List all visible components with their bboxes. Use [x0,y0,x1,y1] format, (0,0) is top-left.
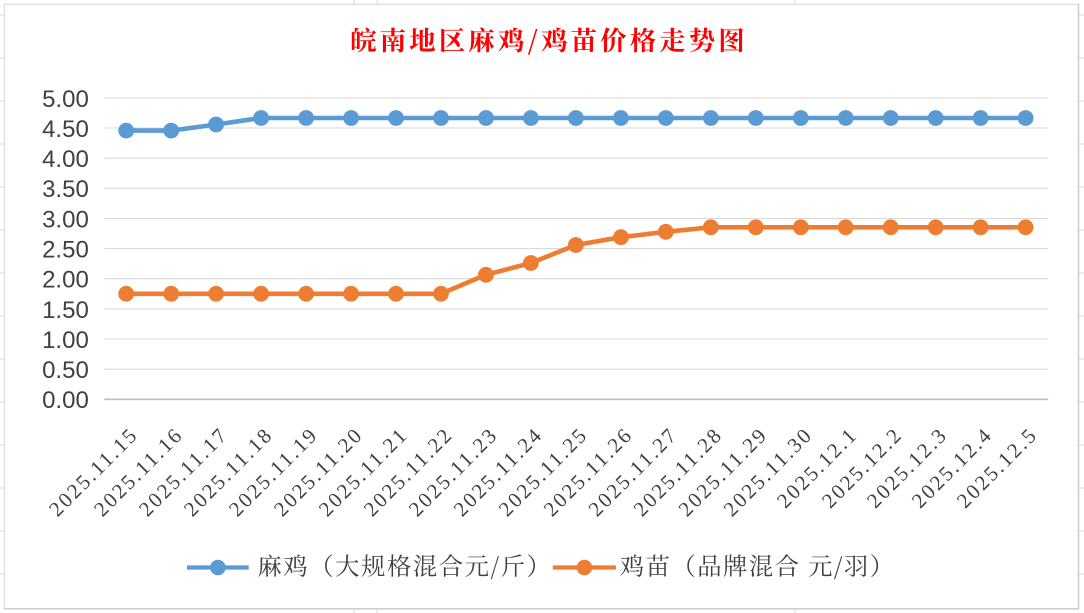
svg-text:2.50: 2.50 [42,237,89,264]
svg-text:1.00: 1.00 [42,327,89,354]
svg-text:0.50: 0.50 [42,357,89,384]
svg-text:1.50: 1.50 [42,297,89,324]
svg-text:3.00: 3.00 [42,206,89,233]
svg-text:0.00: 0.00 [42,387,89,414]
svg-text:4.50: 4.50 [42,116,89,143]
svg-text:3.50: 3.50 [42,176,89,203]
svg-text:2.00: 2.00 [42,267,89,294]
svg-text:5.00: 5.00 [42,86,89,113]
svg-text:4.00: 4.00 [42,146,89,173]
